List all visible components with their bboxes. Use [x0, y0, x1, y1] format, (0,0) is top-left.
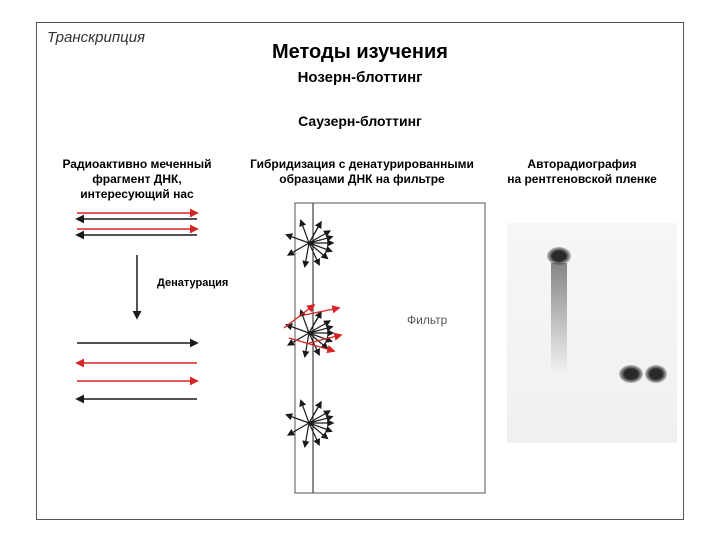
film-smear-lane1 [551, 263, 567, 373]
autoradiograph-film [507, 223, 677, 443]
slide-frame: Транскрипция Методы изучения Нозерн-блот… [36, 22, 684, 520]
film-band-lane3 [645, 365, 667, 383]
film-band-lane2 [619, 365, 643, 383]
